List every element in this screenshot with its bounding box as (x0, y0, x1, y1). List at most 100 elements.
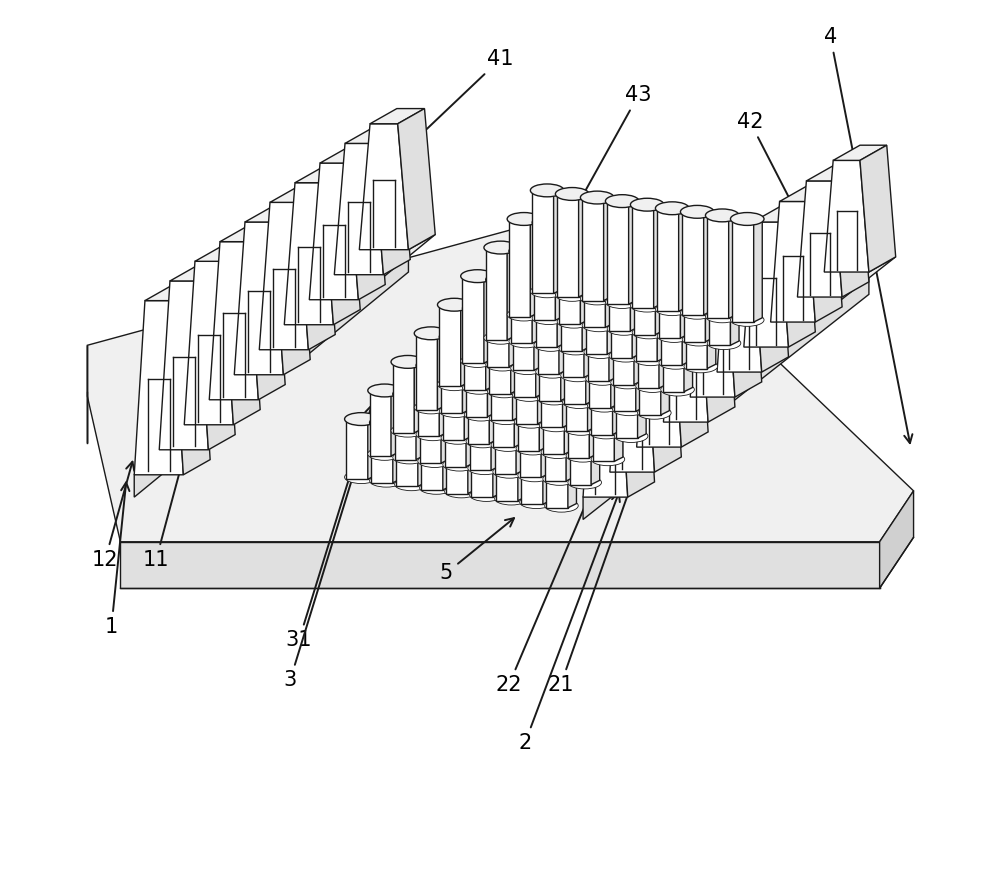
Ellipse shape (516, 374, 550, 386)
Polygon shape (259, 202, 308, 349)
Ellipse shape (464, 409, 498, 421)
Polygon shape (636, 271, 657, 361)
Polygon shape (566, 357, 588, 431)
Ellipse shape (507, 308, 541, 321)
Polygon shape (441, 339, 462, 413)
Ellipse shape (520, 495, 553, 509)
Ellipse shape (491, 438, 525, 452)
Ellipse shape (682, 333, 716, 346)
Polygon shape (580, 224, 589, 323)
Polygon shape (370, 108, 425, 124)
Polygon shape (613, 300, 634, 384)
Ellipse shape (566, 381, 600, 393)
Polygon shape (709, 250, 730, 345)
Ellipse shape (368, 447, 401, 461)
Ellipse shape (470, 488, 503, 502)
Text: 22: 22 (496, 469, 601, 694)
Ellipse shape (559, 252, 593, 264)
Ellipse shape (588, 320, 621, 332)
Polygon shape (511, 254, 532, 343)
Text: 1: 1 (105, 482, 129, 637)
Polygon shape (559, 285, 568, 374)
Polygon shape (487, 282, 509, 366)
Ellipse shape (541, 377, 575, 390)
Polygon shape (806, 186, 842, 322)
Polygon shape (654, 202, 662, 307)
Polygon shape (532, 249, 541, 343)
Ellipse shape (368, 384, 401, 397)
Ellipse shape (605, 194, 639, 208)
Polygon shape (546, 450, 568, 508)
Polygon shape (659, 243, 680, 338)
Polygon shape (359, 124, 408, 250)
Polygon shape (470, 407, 491, 470)
Polygon shape (466, 399, 475, 467)
Ellipse shape (441, 431, 475, 444)
Ellipse shape (557, 220, 591, 233)
Ellipse shape (418, 392, 451, 404)
Ellipse shape (462, 302, 496, 314)
Ellipse shape (513, 309, 546, 322)
Polygon shape (563, 349, 571, 427)
Ellipse shape (555, 187, 589, 201)
Ellipse shape (636, 380, 669, 392)
Polygon shape (610, 324, 655, 472)
Polygon shape (564, 381, 573, 454)
Ellipse shape (545, 499, 578, 513)
Polygon shape (699, 269, 735, 422)
Ellipse shape (705, 209, 739, 222)
Ellipse shape (632, 326, 666, 339)
Ellipse shape (684, 270, 718, 282)
Polygon shape (371, 425, 393, 483)
Polygon shape (446, 435, 468, 494)
Ellipse shape (682, 237, 716, 250)
Ellipse shape (461, 270, 494, 282)
Polygon shape (418, 367, 439, 436)
Polygon shape (373, 128, 410, 275)
Polygon shape (609, 236, 630, 331)
Polygon shape (493, 435, 501, 497)
Polygon shape (707, 218, 729, 318)
Polygon shape (521, 446, 543, 504)
Polygon shape (532, 193, 554, 294)
Polygon shape (295, 168, 349, 183)
Ellipse shape (638, 407, 671, 419)
Ellipse shape (416, 359, 450, 372)
Polygon shape (726, 228, 780, 243)
Polygon shape (536, 314, 544, 397)
Polygon shape (468, 431, 476, 494)
Text: 2: 2 (518, 493, 620, 753)
Polygon shape (437, 332, 446, 409)
Polygon shape (245, 207, 299, 222)
Polygon shape (309, 163, 358, 300)
Ellipse shape (486, 273, 519, 286)
Ellipse shape (534, 339, 568, 351)
Ellipse shape (586, 373, 619, 385)
Ellipse shape (634, 353, 668, 366)
Ellipse shape (563, 316, 596, 329)
Ellipse shape (487, 306, 521, 318)
Polygon shape (730, 246, 739, 345)
Polygon shape (684, 246, 705, 341)
Ellipse shape (532, 216, 566, 229)
Text: 11: 11 (143, 454, 186, 570)
Ellipse shape (568, 413, 601, 426)
Polygon shape (511, 310, 519, 393)
Ellipse shape (439, 331, 473, 343)
Ellipse shape (561, 369, 594, 382)
Ellipse shape (495, 492, 528, 505)
Ellipse shape (638, 327, 671, 340)
Ellipse shape (611, 291, 644, 304)
Polygon shape (583, 272, 869, 520)
Polygon shape (398, 108, 435, 250)
Ellipse shape (614, 429, 648, 443)
Polygon shape (672, 289, 708, 447)
Polygon shape (466, 342, 487, 417)
Polygon shape (414, 360, 423, 433)
Polygon shape (582, 200, 604, 301)
Ellipse shape (370, 417, 403, 429)
Polygon shape (534, 281, 543, 370)
Ellipse shape (445, 426, 478, 440)
Polygon shape (284, 183, 333, 324)
Polygon shape (173, 286, 210, 475)
